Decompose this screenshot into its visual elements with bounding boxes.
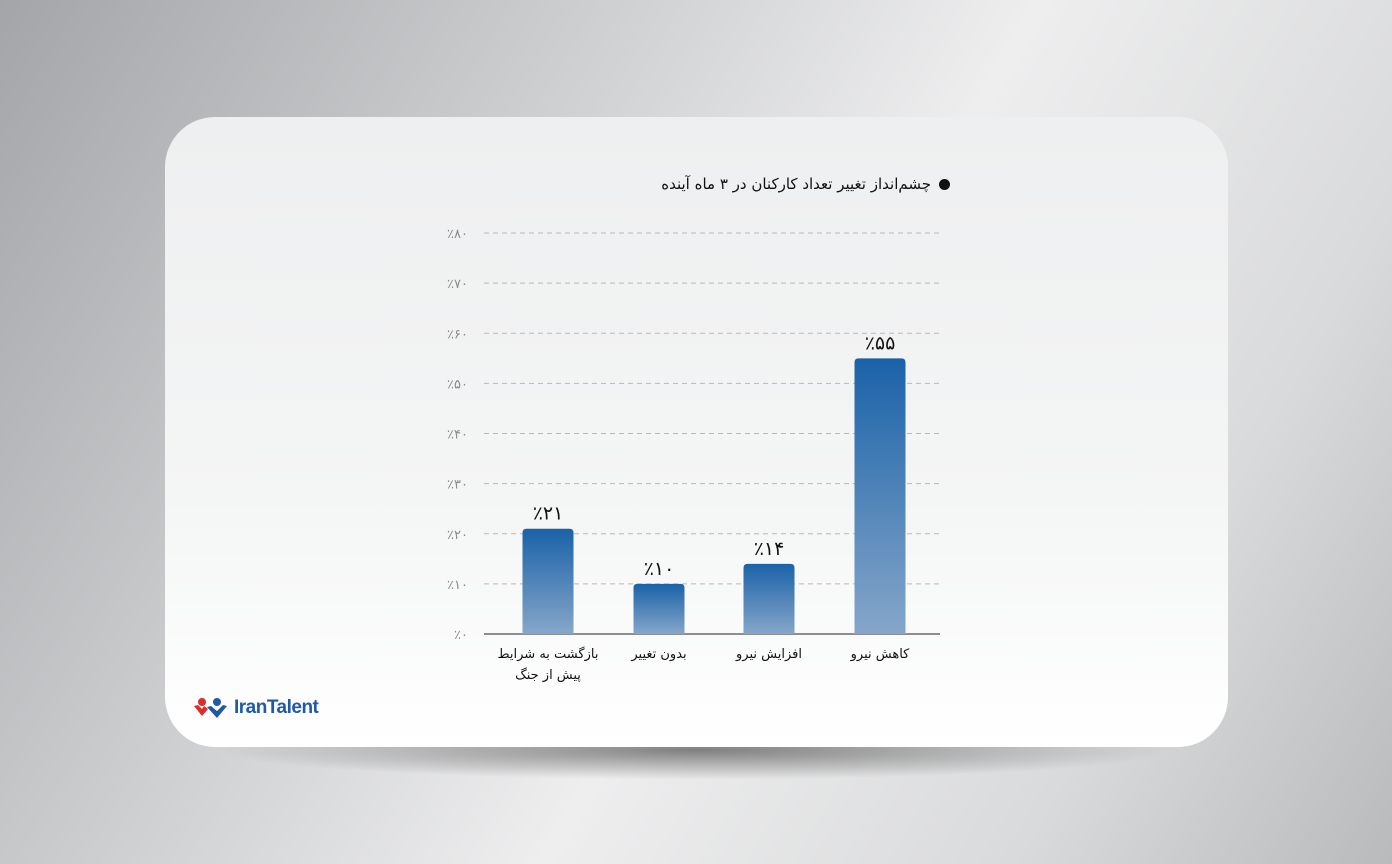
bar bbox=[854, 358, 906, 634]
y-tick-label: ٪۶۰ bbox=[447, 327, 468, 342]
chart-title-text: چشم‌انداز تغییر تعداد کارکنان در ۳ ماه آ… bbox=[661, 175, 931, 193]
data-label: ٪۲۱ bbox=[533, 503, 564, 525]
bar bbox=[633, 583, 685, 634]
bar bbox=[522, 528, 574, 634]
y-tick-label: ٪۴۰ bbox=[447, 428, 468, 443]
chart-title: چشم‌انداز تغییر تعداد کارکنان در ۳ ماه آ… bbox=[0, 175, 950, 193]
y-tick-label: ٪۵۰ bbox=[447, 377, 468, 392]
x-tick-label: کاهش نیرو bbox=[850, 647, 911, 662]
x-tick-label: بدون تغییر bbox=[630, 647, 686, 662]
x-tick-label: پیش از جنگ bbox=[515, 667, 581, 683]
data-label: ٪۱۰ bbox=[644, 558, 675, 580]
data-label: ٪۱۴ bbox=[754, 538, 785, 560]
y-tick-label: ٪۲۰ bbox=[447, 528, 468, 543]
y-tick-label: ٪۳۰ bbox=[447, 478, 468, 493]
x-tick-label: افزایش نیرو bbox=[735, 647, 802, 662]
bullet-icon bbox=[939, 179, 950, 190]
y-tick-label: ٪۷۰ bbox=[447, 277, 468, 292]
irantalent-logo: IranTalent bbox=[193, 697, 319, 719]
logo-text: IranTalent bbox=[234, 697, 319, 718]
data-label: ٪۵۵ bbox=[865, 332, 896, 354]
y-tick-label: ٪۰ bbox=[454, 628, 468, 643]
y-tick-label: ٪۸۰ bbox=[447, 227, 468, 242]
x-tick-label: بازگشت به شرایط bbox=[498, 646, 599, 662]
logo-icon bbox=[194, 698, 227, 718]
chart-card bbox=[165, 117, 1228, 747]
y-tick-label: ٪۱۰ bbox=[447, 578, 468, 593]
bar bbox=[743, 563, 795, 634]
